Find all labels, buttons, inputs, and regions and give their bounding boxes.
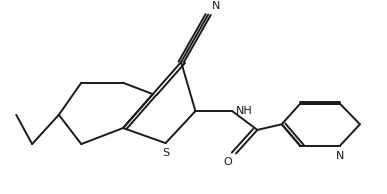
Text: S: S (162, 148, 169, 158)
Text: O: O (223, 157, 232, 167)
Text: N: N (212, 1, 221, 11)
Text: NH: NH (236, 106, 253, 116)
Text: N: N (336, 151, 344, 161)
